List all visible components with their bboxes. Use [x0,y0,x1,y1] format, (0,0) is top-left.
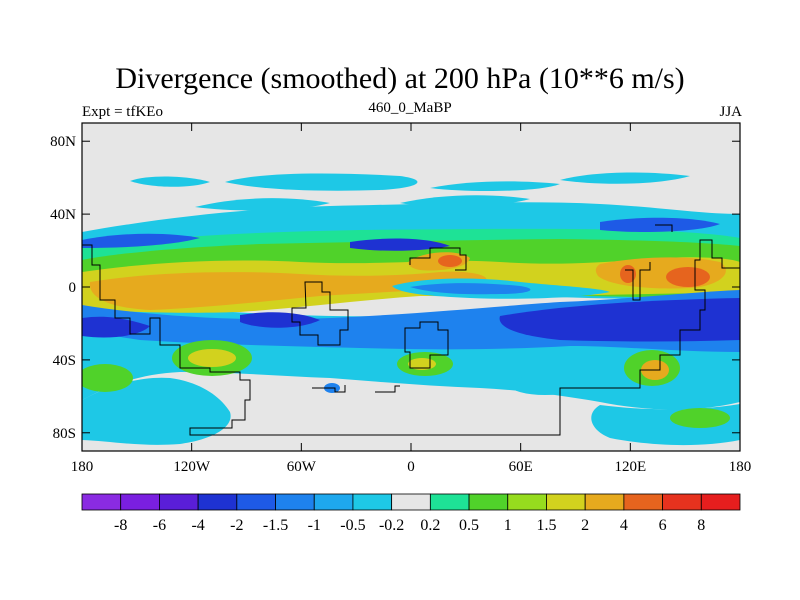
colorbar-swatch [275,493,315,511]
land-asia-maritime [625,262,651,301]
colorbar-label: -4 [191,517,204,534]
nh-blue-1 [82,233,200,248]
maritime-red-1 [666,267,710,287]
case-label: 460_0_MaBP [368,100,452,116]
lon-tick-label: 180 [729,459,752,475]
lat-tick-label: 0 [69,280,77,296]
colorbar-swatch [429,493,470,511]
nh-streak-2 [225,173,418,191]
axis-ticks: 180 120W 60W 0 60E 120E 180 80N 40N 0 40S 80S [50,123,751,475]
colorbar-swatch [391,493,431,511]
lon-tick-label: 0 [407,459,415,475]
land-small-island [312,385,346,393]
arabia-red [438,255,462,267]
colorbar-label: -1 [308,517,321,534]
colorbar-swatch [81,493,122,511]
lat-tick-label: 80N [50,134,76,150]
south-atlantic-cyan [510,375,580,395]
nh-streak-4 [560,172,690,184]
se-pacific-yellow [188,349,236,367]
colorbar-label: -1.5 [263,517,288,534]
colorbar: -8 -6 -4 -2 -1.5 -1 -0.5 -0.2 0.2 0.5 1 1.5 2 4 6 8 [81,493,741,534]
experiment-label: Expt = tfKEo [82,104,163,120]
nh-streak-6 [400,195,530,207]
lat-tick-label: 80S [53,426,76,442]
colorbar-label: 2 [581,517,589,534]
maritime-red-2 [620,265,636,283]
colorbar-label: -2 [230,517,243,534]
nh-streak-1 [130,176,210,187]
colorbar-label: 1.5 [536,517,556,534]
colorbar-swatch [197,493,238,511]
land-africa [409,247,467,271]
w-pacific-green [82,364,133,392]
lon-tick-label: 60E [509,459,533,475]
colorbar-label: 6 [659,517,667,534]
colorbar-swatch [313,493,354,511]
colorbar-swatch [546,493,586,511]
colorbar-label: -8 [114,517,127,534]
colorbar-swatch [662,493,702,511]
land-japan [655,224,673,232]
nh-outer-green [82,228,740,260]
colorbar-swatch [468,493,509,511]
lon-tick-label: 120W [173,459,211,475]
colorbar-label: 1 [504,517,512,534]
colorbar-label: 4 [620,517,628,534]
colorbar-label: 0.5 [459,517,479,534]
coastlines [82,224,740,436]
nh-streak-5 [195,198,330,211]
colorbar-swatch [236,493,276,511]
lat-tick-label: 40N [50,207,76,223]
colorbar-label: -0.5 [340,517,365,534]
colorbar-swatch [623,493,663,511]
lat-tick-label: 40S [53,353,76,369]
season-label: JJA [719,104,742,120]
lon-tick-label: 120E [614,459,646,475]
divergence-field [82,123,740,451]
land-west [82,239,740,436]
s-atlantic-yellow [408,358,436,370]
nh-darkblue-1 [350,238,450,251]
land-island-2 [375,385,400,393]
land-south-america [291,281,349,346]
colorbar-swatch [584,493,625,511]
land-africa-south [404,321,449,369]
colorbar-swatch [700,493,741,511]
lon-tick-label: 180 [71,459,94,475]
colorbar-label: -0.2 [379,517,404,534]
colorbar-swatch [159,493,199,511]
plot-title: Divergence (smoothed) at 200 hPa (10**6 … [115,62,685,95]
itcz-orange-core [89,271,487,310]
lon-tick-label: 60W [287,459,317,475]
colorbar-swatch [352,493,393,511]
nh-streak-3 [430,181,560,192]
antarctic-green [670,408,730,428]
colorbar-label: 0.2 [420,517,440,534]
colorbar-label: -6 [153,517,166,534]
equatorial-blue-tongue [410,283,531,295]
colorbar-swatch [120,493,160,511]
colorbar-swatch [507,493,547,511]
sh-darkblue-west [82,316,150,338]
colorbar-label: 8 [697,517,705,534]
